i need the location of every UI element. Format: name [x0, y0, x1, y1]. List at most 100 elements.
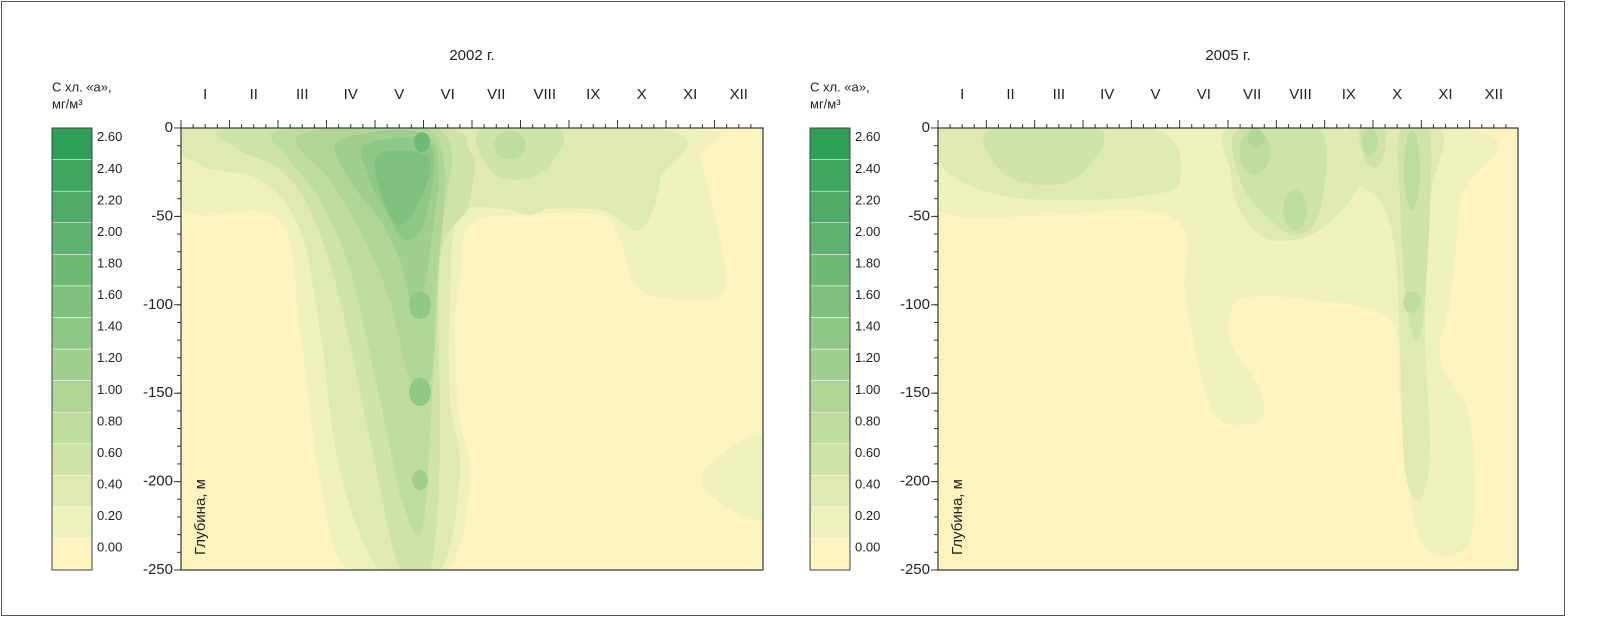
x-tick-label: I	[960, 86, 964, 103]
contour-region	[700, 434, 763, 522]
colorbar-label: 0.40	[97, 477, 122, 492]
colorbar-label: 1.20	[97, 350, 122, 365]
contour-region	[374, 150, 431, 226]
y-tick-label: -50	[908, 207, 930, 224]
colorbar-label: 2.40	[855, 161, 880, 176]
colorbar-frame	[809, 127, 851, 571]
colorbar-swatch	[51, 538, 93, 571]
y-tick-label: -250	[900, 561, 930, 578]
y-tick-label: -150	[143, 384, 173, 401]
colorbar-label: 1.60	[855, 287, 880, 302]
contour-region	[409, 378, 431, 406]
colorbar-frame	[51, 127, 93, 571]
colorbar-label: 1.80	[855, 256, 880, 271]
y-tick-label: -250	[143, 561, 173, 578]
colorbar-swatch	[809, 443, 851, 476]
contour-region	[412, 470, 428, 490]
frame	[1, 1, 1565, 616]
colorbar-title: С хл. «а»,	[52, 79, 112, 94]
x-tick-label: XI	[683, 86, 697, 103]
contour-region	[1248, 128, 1264, 148]
contour-region	[414, 132, 430, 152]
colorbar-title: С хл. «а»,	[810, 79, 870, 94]
contour-region	[983, 128, 1105, 186]
colorbar-swatch	[809, 127, 851, 160]
x-tick-label: IX	[1342, 86, 1356, 103]
colorbar-label: 0.80	[855, 413, 880, 428]
x-tick-label: VI	[441, 86, 455, 103]
contours	[181, 128, 763, 570]
colorbar-swatch	[51, 348, 93, 381]
colorbar-label: 1.40	[97, 319, 122, 334]
colorbar-swatch	[809, 506, 851, 539]
colorbar-swatch	[51, 506, 93, 539]
y-tick-label: -50	[151, 207, 173, 224]
colorbar-swatch	[809, 348, 851, 381]
y-tick-label: -100	[900, 296, 930, 313]
colorbar-swatch	[51, 222, 93, 255]
colorbar-title: мг/м³	[810, 96, 841, 111]
colorbar-label: 0.60	[97, 445, 122, 460]
x-tick-label: V	[1150, 86, 1160, 103]
y-axis-label: Глубина, м	[192, 479, 209, 555]
x-tick-label: IV	[344, 86, 358, 103]
chart-title: 2002 г.	[449, 47, 494, 64]
colorbar-swatch	[809, 411, 851, 444]
colorbar-label: 1.00	[855, 382, 880, 397]
colorbar-swatch	[809, 317, 851, 350]
colorbar-label: 1.00	[97, 382, 122, 397]
x-tick-label: II	[1006, 86, 1014, 103]
x-tick-label: VIII	[1289, 86, 1312, 103]
colorbar-swatch	[809, 380, 851, 413]
colorbar-label: 0.40	[855, 477, 880, 492]
x-tick-label: II	[250, 86, 258, 103]
contour-region	[409, 291, 431, 319]
colorbar-swatch	[51, 411, 93, 444]
colorbar-label: 2.20	[855, 192, 880, 207]
y-axis-label: Глубина, м	[949, 479, 966, 555]
colorbar-label: 2.00	[97, 224, 122, 239]
colorbar-label: 0.80	[97, 413, 122, 428]
x-tick-label: VII	[1243, 86, 1261, 103]
colorbar-label: 1.60	[97, 287, 122, 302]
x-tick-label: I	[203, 86, 207, 103]
y-tick-label: 0	[922, 119, 930, 136]
y-tick-label: -200	[900, 473, 930, 490]
x-tick-label: III	[1053, 86, 1066, 103]
colorbar-swatch	[51, 190, 93, 223]
colorbar-swatch	[809, 254, 851, 287]
x-tick-label: XII	[730, 86, 748, 103]
colorbar-label: 2.40	[97, 161, 122, 176]
x-tick-label: X	[1392, 86, 1402, 103]
colorbar-swatch	[51, 317, 93, 350]
x-tick-label: IX	[586, 86, 600, 103]
colorbar-label: 0.00	[97, 540, 122, 555]
y-tick-label: -200	[143, 473, 173, 490]
x-tick-label: IV	[1100, 86, 1114, 103]
colorbar-swatch	[809, 475, 851, 508]
colorbar-swatch	[51, 443, 93, 476]
x-tick-label: X	[637, 86, 647, 103]
colorbar-swatch	[51, 159, 93, 192]
x-tick-label: VII	[487, 86, 505, 103]
y-tick-label: -150	[900, 384, 930, 401]
colorbar-title: мг/м³	[52, 96, 83, 111]
colorbar-label: 2.60	[855, 129, 880, 144]
x-tick-label: III	[296, 86, 309, 103]
colorbar-swatch	[809, 538, 851, 571]
x-tick-label: V	[394, 86, 404, 103]
contour-region	[1404, 130, 1420, 210]
colorbar-swatch	[809, 190, 851, 223]
contours	[938, 128, 1518, 570]
colorbar-swatch	[51, 254, 93, 287]
colorbar-label: 0.60	[855, 445, 880, 460]
y-tick-label: -100	[143, 296, 173, 313]
colorbar-label: 1.20	[855, 350, 880, 365]
x-tick-label: VIII	[533, 86, 556, 103]
colorbar-swatch	[809, 222, 851, 255]
colorbar-swatch	[51, 285, 93, 318]
colorbar-swatch	[51, 127, 93, 160]
contour-region	[494, 131, 526, 159]
colorbar-label: 1.80	[97, 256, 122, 271]
